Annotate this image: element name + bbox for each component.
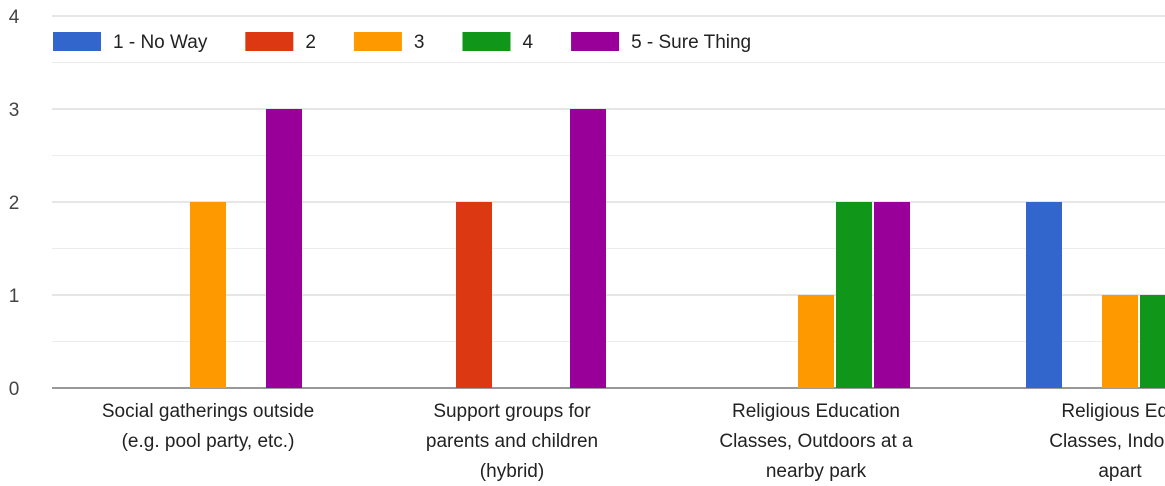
y-tick-label: 1 <box>9 286 20 307</box>
legend-swatch <box>245 32 294 51</box>
y-axis-ticks: 0 1 2 3 4 <box>9 7 20 400</box>
y-tick-label: 0 <box>9 379 20 400</box>
legend-item[interactable]: 2 <box>245 32 316 53</box>
legend-label: 1 - No Way <box>113 32 208 53</box>
legend-item[interactable]: 1 - No Way <box>53 32 208 53</box>
y-tick-label: 2 <box>9 193 20 214</box>
x-tick-label: Support groups for parents and children (h… <box>426 401 598 482</box>
bar[interactable] <box>190 202 226 388</box>
bar[interactable] <box>1102 295 1138 388</box>
bar[interactable] <box>1026 202 1062 388</box>
x-axis-labels: Social gatherings outside (e.g. pool part… <box>102 401 1165 482</box>
gridlines <box>52 15 1165 389</box>
y-tick-label: 4 <box>9 7 20 28</box>
legend: 1 - No Way 2 3 4 5 - Sure Thing <box>53 32 751 53</box>
legend-swatch <box>462 32 511 51</box>
legend-item[interactable]: 3 <box>353 32 425 53</box>
bar[interactable] <box>266 109 302 388</box>
legend-swatch <box>53 32 101 51</box>
bar[interactable] <box>836 202 872 388</box>
bar[interactable] <box>798 295 834 388</box>
legend-swatch <box>571 32 620 51</box>
bar[interactable] <box>874 202 910 388</box>
x-tick-label: Social gatherings outside (e.g. pool part… <box>102 401 314 452</box>
bar[interactable] <box>1140 295 1165 388</box>
x-tick-label: Religious EduClasses, Indoorsapart <box>1049 401 1165 482</box>
bars <box>190 109 1165 388</box>
legend-item[interactable]: 4 <box>462 32 533 53</box>
legend-item[interactable]: 5 - Sure Thing <box>571 32 751 53</box>
legend-label: 2 <box>305 32 316 53</box>
legend-label: 4 <box>522 32 533 53</box>
bar[interactable] <box>456 202 492 388</box>
legend-swatch <box>353 32 402 51</box>
bar[interactable] <box>570 109 606 388</box>
y-tick-label: 3 <box>9 100 20 121</box>
legend-label: 3 <box>414 32 425 53</box>
legend-label: 5 - Sure Thing <box>631 32 751 53</box>
x-tick-label: Religious Education Classes, Outdoors at … <box>719 401 913 482</box>
